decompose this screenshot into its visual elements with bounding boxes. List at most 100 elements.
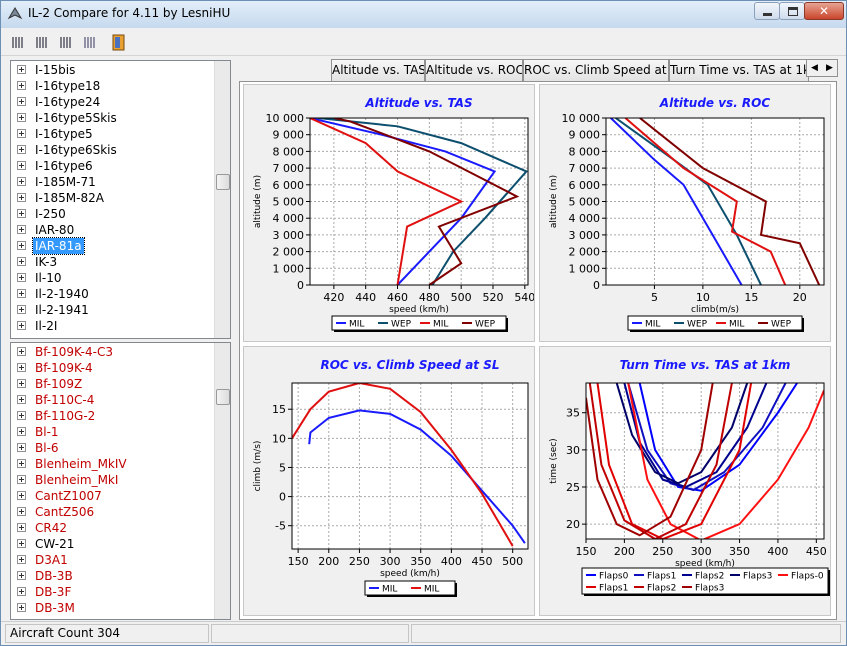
- tab-scroll[interactable]: ◀ ▶: [806, 59, 838, 77]
- tree-item[interactable]: DB-3B: [11, 568, 211, 584]
- series-line: [588, 383, 733, 539]
- item-label: I-250: [35, 207, 66, 221]
- expand-icon: [17, 523, 26, 532]
- tree-item[interactable]: Il-2-1941: [11, 302, 211, 318]
- maximize-button[interactable]: [779, 2, 805, 20]
- expand-icon: [17, 603, 26, 612]
- tree-item[interactable]: I-16type24: [11, 94, 211, 110]
- expand-icon: [17, 113, 26, 122]
- tree-item[interactable]: I-16type18: [11, 78, 211, 94]
- x-tick-label: 440: [355, 291, 376, 304]
- tree-item[interactable]: Bf-109Z: [11, 376, 211, 392]
- item-label: Bl-1: [35, 425, 59, 439]
- x-tick-label: 20: [793, 291, 807, 304]
- tree-item[interactable]: I-250: [11, 206, 211, 222]
- tree-item[interactable]: I-16type6: [11, 158, 211, 174]
- series-line: [310, 118, 497, 285]
- item-label: I-16type6: [35, 159, 93, 173]
- scrollbar[interactable]: [214, 343, 230, 619]
- item-label: CR42: [35, 521, 67, 535]
- tree-item[interactable]: D3A1: [11, 552, 211, 568]
- tree-item[interactable]: Bf-109K-4-C3: [11, 344, 211, 360]
- plot-frame: [291, 382, 529, 550]
- tool-1[interactable]: [12, 37, 23, 48]
- tab[interactable]: Altitude vs. ROC: [425, 59, 523, 81]
- series-line: [333, 118, 520, 285]
- tree-item[interactable]: I-15bis: [11, 62, 211, 78]
- scroll-thumb[interactable]: [216, 389, 230, 405]
- y-tick-label: 8 000: [569, 145, 601, 158]
- chart-title: ROC vs. Climb Speed at SL: [320, 358, 499, 372]
- x-axis-label: speed (km/h): [389, 305, 449, 315]
- tree-item[interactable]: CantZ1007: [11, 488, 211, 504]
- tree-item[interactable]: IK-3: [11, 254, 211, 270]
- tab[interactable]: ROC vs. Climb Speed at SL: [523, 59, 669, 81]
- expand-icon: [17, 427, 26, 436]
- item-label: Blenheim_MkIV: [35, 457, 127, 471]
- tree-item[interactable]: I-185M-82A: [11, 190, 211, 206]
- close-button[interactable]: ✕: [804, 2, 844, 20]
- tree-item[interactable]: I-16type5: [11, 126, 211, 142]
- aircraft-list-b[interactable]: Bf-109K-4-C3 Bf-109K-4 Bf-109Z Bf-110C-4 Bf-…: [10, 342, 231, 620]
- tree-item[interactable]: I-16type6Skis: [11, 142, 211, 158]
- tree-item[interactable]: Bl-1: [11, 424, 211, 440]
- status-pane: [411, 624, 841, 643]
- minimize-button[interactable]: [754, 2, 780, 20]
- series-line: [638, 383, 798, 492]
- scroll-thumb[interactable]: [216, 174, 230, 190]
- tree-item[interactable]: CW-21: [11, 536, 211, 552]
- tree-item[interactable]: DB-3F: [11, 584, 211, 600]
- tab-right[interactable]: ▶: [826, 63, 833, 73]
- legend-label: WEP: [475, 320, 496, 330]
- legend: [581, 567, 829, 595]
- tree-item[interactable]: I-185M-71: [11, 174, 211, 190]
- y-tick-label: 5: [279, 461, 286, 474]
- tree-item[interactable]: Bf-110C-4: [11, 392, 211, 408]
- tree-item[interactable]: Bf-109K-4: [11, 360, 211, 376]
- y-tick-label: 30: [566, 444, 580, 457]
- tree-item[interactable]: CR42: [11, 520, 211, 536]
- y-tick-label: 10 000: [562, 112, 601, 125]
- legend-label: MIL: [382, 585, 397, 595]
- exit-door: [115, 37, 120, 48]
- tool-3[interactable]: [60, 37, 71, 48]
- tree-item[interactable]: IAR-81a: [11, 237, 211, 255]
- item-label: CW-21: [35, 537, 75, 551]
- toolbar-icons: [12, 34, 125, 51]
- tab[interactable]: Turn Time vs. TAS at 1km: [669, 59, 809, 81]
- legend-label: MIL: [349, 320, 364, 330]
- tree-item[interactable]: I-16type5Skis: [11, 110, 211, 126]
- tree-item[interactable]: Il-10: [11, 270, 211, 286]
- tree-item[interactable]: Bf-110G-2: [11, 408, 211, 424]
- tree-item[interactable]: Il-2I: [11, 318, 211, 334]
- expand-icon: [17, 411, 26, 420]
- tree-item[interactable]: DB-3M: [11, 600, 211, 616]
- expand-icon: [17, 571, 26, 580]
- expand-icon: [17, 193, 26, 202]
- series-line: [308, 409, 526, 544]
- chart-title: Altitude vs. ROC: [659, 96, 771, 110]
- expand-icon: [17, 273, 26, 282]
- tree-item[interactable]: CantZ506: [11, 504, 211, 520]
- tree-item[interactable]: Blenheim_MkIV: [11, 456, 211, 472]
- tab[interactable]: Altitude vs. TAS: [331, 59, 425, 81]
- item-label: I-16type18: [35, 79, 101, 93]
- expand-icon: [17, 363, 26, 372]
- tab-left[interactable]: ◀: [811, 63, 818, 73]
- tool-2[interactable]: [36, 37, 47, 48]
- x-tick-label: 15: [744, 291, 758, 304]
- legend-label: MIL: [645, 320, 660, 330]
- legend-label: Flaps2: [647, 584, 676, 594]
- y-tick-label: 3 000: [273, 229, 305, 242]
- tree-item[interactable]: IAR-80: [11, 222, 211, 238]
- tree-item[interactable]: Il-2-1940: [11, 286, 211, 302]
- status-bar: Aircraft Count 304: [1, 621, 846, 645]
- y-axis-label: altitude (m): [253, 175, 263, 228]
- scrollbar[interactable]: [214, 61, 230, 338]
- tree-item[interactable]: Bl-6: [11, 440, 211, 456]
- tool-4[interactable]: [84, 37, 95, 48]
- aircraft-list-a[interactable]: I-15bis I-16type18 I-16type24 I-16type5Skis…: [10, 60, 231, 339]
- series-line: [292, 383, 514, 547]
- expand-icon: [17, 379, 26, 388]
- tree-item[interactable]: Blenheim_MkI: [11, 472, 211, 488]
